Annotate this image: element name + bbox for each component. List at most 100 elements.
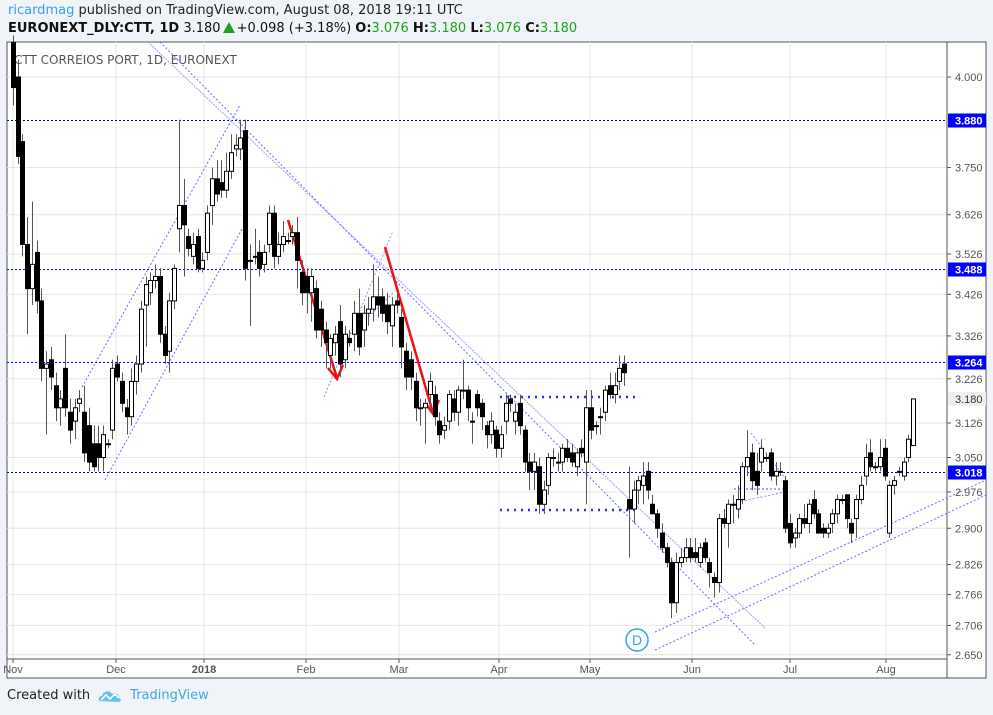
candle[interactable]	[229, 134, 234, 179]
candle[interactable]	[295, 217, 300, 289]
candle[interactable]	[769, 448, 774, 481]
candle[interactable]	[598, 407, 603, 435]
candle[interactable]	[196, 228, 201, 273]
candle[interactable]	[655, 509, 660, 538]
candle[interactable]	[35, 240, 40, 314]
candle[interactable]	[186, 228, 191, 257]
candle[interactable]	[830, 509, 835, 534]
candle[interactable]	[717, 513, 722, 593]
price-chart[interactable]: CTT CORREIOS PORT, 1D, EURONEXT D 4.000 3…	[0, 0, 993, 685]
candle[interactable]	[902, 457, 907, 481]
candle[interactable]	[527, 452, 532, 491]
dividend-marker-label[interactable]: D	[632, 632, 642, 648]
tradingview-link[interactable]: TradingView	[130, 688, 209, 703]
candle[interactable]	[470, 412, 475, 444]
candle[interactable]	[205, 205, 210, 261]
candle[interactable]	[589, 390, 594, 440]
candle[interactable]	[707, 557, 712, 588]
candle[interactable]	[385, 292, 390, 335]
candle[interactable]	[816, 509, 821, 534]
candle[interactable]	[693, 537, 698, 563]
candle[interactable]	[418, 398, 423, 426]
candle[interactable]	[513, 403, 518, 435]
candle[interactable]	[911, 398, 916, 447]
candle[interactable]	[414, 372, 419, 422]
candle[interactable]	[793, 528, 798, 548]
time-axis[interactable]: Nov Dec 2018 Feb Mar Apr May Jun Jul Aug	[3, 659, 896, 676]
candle[interactable]	[594, 421, 599, 435]
candle[interactable]	[532, 452, 537, 491]
price-axis[interactable]: 4.000 3.750 3.626 3.526 3.426 3.326 3.226 3.126…	[947, 72, 986, 662]
candle[interactable]	[660, 523, 665, 553]
candle[interactable]	[347, 330, 352, 347]
candle[interactable]	[812, 490, 817, 519]
candle[interactable]	[688, 537, 693, 563]
candle[interactable]	[788, 513, 793, 548]
candle[interactable]	[740, 462, 745, 505]
candle[interactable]	[840, 494, 845, 505]
candle[interactable]	[139, 300, 144, 373]
candle[interactable]	[807, 499, 812, 534]
candle[interactable]	[343, 325, 348, 369]
candle[interactable]	[778, 462, 783, 477]
candle[interactable]	[433, 385, 438, 426]
candle[interactable]	[518, 394, 523, 435]
candle[interactable]	[617, 355, 622, 391]
candle[interactable]	[632, 480, 637, 524]
candle[interactable]	[423, 398, 428, 444]
candle[interactable]	[764, 452, 769, 463]
candle[interactable]	[286, 232, 291, 245]
candle[interactable]	[110, 359, 115, 440]
candle[interactable]	[745, 430, 750, 477]
candle[interactable]	[622, 355, 627, 386]
candle[interactable]	[726, 499, 731, 548]
candle[interactable]	[508, 394, 513, 413]
candle[interactable]	[560, 443, 565, 472]
candle[interactable]	[58, 390, 63, 426]
candle[interactable]	[897, 466, 902, 477]
candle[interactable]	[466, 385, 471, 422]
candle[interactable]	[352, 300, 357, 352]
candle[interactable]	[309, 268, 314, 322]
candle[interactable]	[428, 372, 433, 413]
candle[interactable]	[892, 476, 897, 495]
candle[interactable]	[674, 552, 679, 614]
candle[interactable]	[276, 232, 281, 265]
candle[interactable]	[371, 264, 376, 322]
candle[interactable]	[641, 462, 646, 505]
candle[interactable]	[650, 494, 655, 515]
candle[interactable]	[191, 232, 196, 265]
candle[interactable]	[115, 355, 120, 382]
candle[interactable]	[144, 276, 149, 347]
candle[interactable]	[129, 368, 134, 426]
candle[interactable]	[802, 504, 807, 529]
candle[interactable]	[63, 334, 68, 417]
candle[interactable]	[447, 390, 452, 431]
candle[interactable]	[575, 448, 580, 477]
candle[interactable]	[262, 244, 267, 273]
candle[interactable]	[783, 476, 788, 534]
candle[interactable]	[20, 134, 25, 257]
candle[interactable]	[646, 462, 651, 500]
candle[interactable]	[636, 476, 641, 505]
candle[interactable]	[546, 452, 551, 495]
candle[interactable]	[878, 439, 883, 472]
candle[interactable]	[172, 264, 177, 310]
candle[interactable]	[399, 309, 404, 369]
candle[interactable]	[551, 448, 556, 467]
candle[interactable]	[579, 439, 584, 458]
candle[interactable]	[859, 476, 864, 505]
candle[interactable]	[333, 325, 338, 356]
candle[interactable]	[608, 372, 613, 399]
candle[interactable]	[826, 523, 831, 538]
candle[interactable]	[537, 457, 542, 514]
candle[interactable]	[167, 292, 172, 373]
candle[interactable]	[456, 385, 461, 426]
candle[interactable]	[603, 385, 608, 422]
candle[interactable]	[703, 537, 708, 563]
candle[interactable]	[281, 220, 286, 253]
candle[interactable]	[11, 35, 16, 106]
candle[interactable]	[219, 160, 224, 198]
candle[interactable]	[731, 494, 736, 524]
candle[interactable]	[16, 59, 21, 164]
